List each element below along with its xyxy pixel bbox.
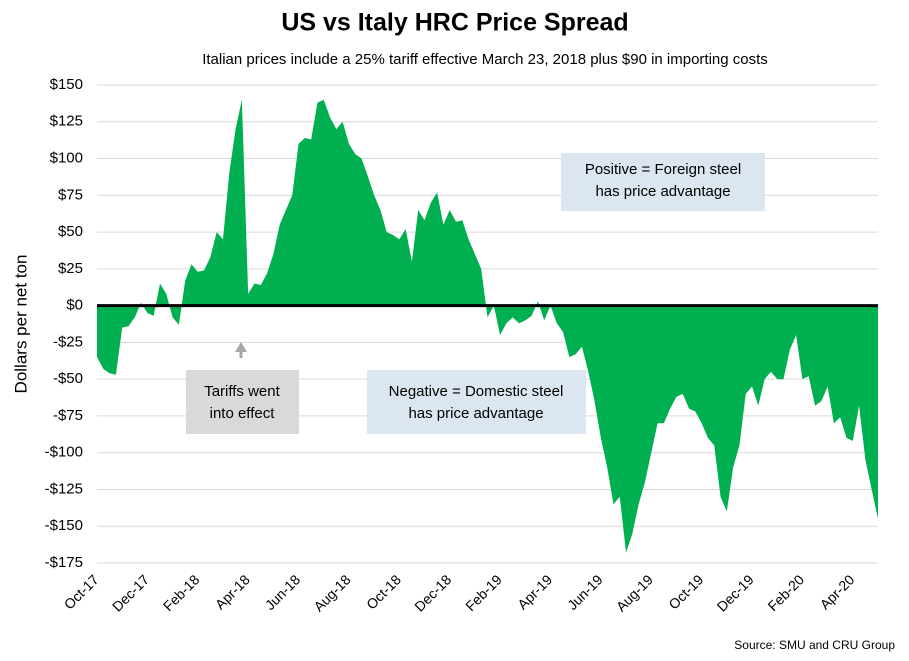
y-tick-label: $125 bbox=[50, 113, 83, 130]
x-tick-label: Feb-18 bbox=[160, 571, 203, 614]
y-tick-label: $100 bbox=[50, 150, 83, 167]
annotation-box bbox=[367, 370, 586, 434]
y-tick-label: -$50 bbox=[53, 370, 83, 387]
x-tick-label: Oct-19 bbox=[665, 571, 706, 612]
annotation-text: Tariffs went bbox=[204, 383, 280, 400]
x-tick-label: Feb-19 bbox=[462, 571, 505, 614]
chart-title: US vs Italy HRC Price Spread bbox=[281, 9, 628, 37]
annotation-text: Positive = Foreign steel bbox=[585, 161, 741, 178]
annotation-text: into effect bbox=[210, 405, 276, 422]
x-tick-label: Oct-18 bbox=[363, 571, 404, 612]
annotation-arrow-head bbox=[235, 342, 247, 352]
x-tick-label: Dec-19 bbox=[714, 571, 757, 614]
x-tick-label: Oct-17 bbox=[61, 571, 102, 612]
x-tick-label: Jun-19 bbox=[564, 571, 606, 613]
annotation-box bbox=[561, 153, 765, 211]
y-tick-label: -$125 bbox=[45, 480, 83, 497]
x-tick-label: Aug-19 bbox=[613, 571, 656, 614]
x-tick-label: Apr-19 bbox=[514, 571, 555, 612]
x-tick-label: Jun-18 bbox=[262, 571, 304, 613]
y-tick-label: $25 bbox=[58, 260, 83, 277]
x-tick-label: Dec-17 bbox=[109, 571, 152, 614]
y-axis-label: Dollars per net ton bbox=[11, 255, 30, 394]
x-tick-label: Dec-18 bbox=[411, 571, 454, 614]
y-tick-label: -$75 bbox=[53, 407, 83, 424]
annotation-text: has price advantage bbox=[595, 183, 730, 200]
y-tick-label: -$150 bbox=[45, 517, 83, 534]
annotation-text: Negative = Domestic steel bbox=[389, 383, 564, 400]
y-tick-label: $50 bbox=[58, 223, 83, 240]
y-tick-label: -$100 bbox=[45, 444, 83, 461]
source-note: Source: SMU and CRU Group bbox=[734, 638, 895, 652]
y-tick-label: -$175 bbox=[45, 554, 83, 571]
chart-subtitle: Italian prices include a 25% tariff effe… bbox=[202, 51, 768, 68]
x-tick-label: Apr-18 bbox=[212, 571, 253, 612]
area bbox=[97, 99, 878, 553]
y-tick-label: $75 bbox=[58, 186, 83, 203]
y-tick-label: -$25 bbox=[53, 333, 83, 350]
y-tick-label: $0 bbox=[66, 297, 83, 314]
annotation-text: has price advantage bbox=[408, 405, 543, 422]
y-tick-label: $150 bbox=[50, 76, 83, 93]
x-tick-label: Apr-20 bbox=[817, 571, 858, 612]
x-tick-label: Aug-18 bbox=[310, 571, 353, 614]
x-tick-label: Feb-20 bbox=[764, 571, 807, 614]
annotation-box bbox=[186, 370, 299, 434]
